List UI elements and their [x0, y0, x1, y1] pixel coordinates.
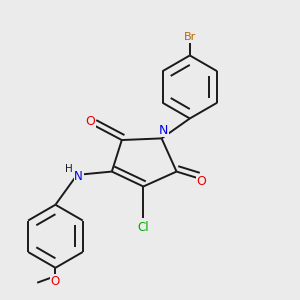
Text: O: O	[51, 274, 60, 288]
Text: Br: Br	[184, 32, 196, 42]
Text: Cl: Cl	[138, 221, 149, 235]
Text: O: O	[85, 115, 95, 128]
Text: N: N	[159, 124, 168, 136]
Text: O: O	[196, 175, 206, 188]
Text: N: N	[74, 170, 83, 183]
Text: H: H	[65, 164, 73, 174]
